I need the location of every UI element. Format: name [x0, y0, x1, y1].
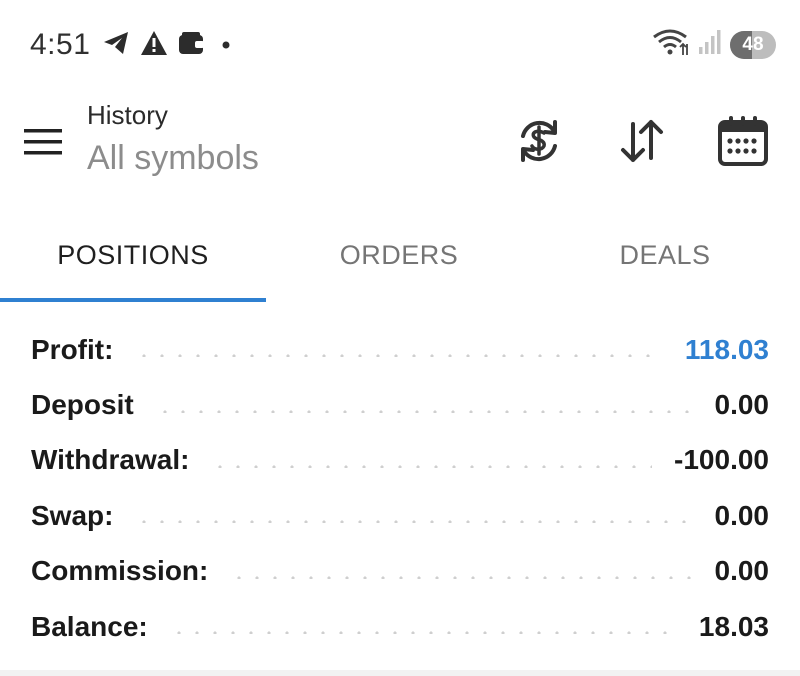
swap-value: 0.00 — [714, 499, 770, 531]
summary-row-balance: Balance: 18.03 — [0, 599, 800, 654]
hamburger-menu-icon — [24, 129, 62, 155]
dotted-leader — [135, 354, 663, 358]
symbol-filter-subtitle[interactable]: All symbols — [87, 139, 259, 177]
app-bar: History All symbols — [0, 90, 800, 210]
tab-bar: POSITIONS ORDERS DEALS — [0, 210, 800, 304]
warning-icon — [140, 30, 168, 61]
profit-value: 118.03 — [684, 333, 769, 365]
bottom-divider — [0, 670, 800, 676]
notification-dot-icon — [216, 33, 236, 58]
status-right-icons: 48 — [652, 28, 776, 61]
currency-exchange-button[interactable] — [512, 114, 566, 168]
status-left-icons — [102, 30, 236, 61]
tab-deals[interactable]: DEALS — [619, 239, 711, 270]
telegram-icon — [102, 30, 130, 61]
summary-row-deposit: Deposit 0.00 — [0, 377, 800, 432]
battery-level: 48 — [742, 33, 764, 55]
row-label: Withdrawal: — [31, 444, 190, 476]
calendar-button[interactable] — [716, 114, 770, 168]
dotted-leader — [135, 520, 693, 524]
wifi-icon — [652, 28, 690, 61]
dotted-leader — [230, 575, 693, 579]
row-label: Balance: — [31, 610, 148, 642]
calendar-icon — [718, 116, 768, 166]
wallet-icon — [178, 31, 206, 60]
summary-row-withdrawal: Withdrawal: -100.00 — [0, 433, 800, 488]
tab-orders[interactable]: ORDERS — [339, 239, 459, 270]
balance-value: 18.03 — [698, 610, 769, 642]
battery-icon: 48 — [730, 30, 776, 59]
sort-button[interactable] — [614, 114, 668, 168]
summary-row-swap: Swap: 0.00 — [0, 488, 800, 543]
withdrawal-value: -100.00 — [674, 444, 769, 476]
row-label: Commission: — [31, 555, 209, 587]
dotted-leader — [211, 464, 653, 468]
tab-positions[interactable]: POSITIONS — [57, 239, 209, 270]
title-block[interactable]: History All symbols — [87, 100, 259, 178]
menu-button[interactable] — [24, 126, 64, 158]
dotted-leader — [169, 631, 677, 635]
deposit-value: 0.00 — [714, 389, 770, 421]
status-bar: 4:51 — [0, 0, 800, 90]
dotted-leader — [155, 409, 693, 413]
history-summary: Profit: 118.03 Deposit 0.00 Withdrawal: … — [0, 322, 800, 654]
row-label: Profit: — [31, 333, 114, 365]
row-label: Swap: — [31, 499, 114, 531]
currency-exchange-icon — [521, 120, 557, 162]
signal-icon — [698, 29, 722, 60]
summary-row-commission: Commission: 0.00 — [0, 544, 800, 599]
active-tab-indicator — [0, 298, 266, 302]
app-actions — [512, 114, 770, 168]
page-title: History — [87, 100, 168, 130]
row-label: Deposit — [31, 389, 134, 421]
status-time: 4:51 — [30, 28, 91, 61]
sort-icon — [621, 120, 663, 162]
commission-value: 0.00 — [714, 555, 770, 587]
summary-row-profit: Profit: 118.03 — [0, 322, 800, 377]
battery-fill — [730, 30, 753, 59]
